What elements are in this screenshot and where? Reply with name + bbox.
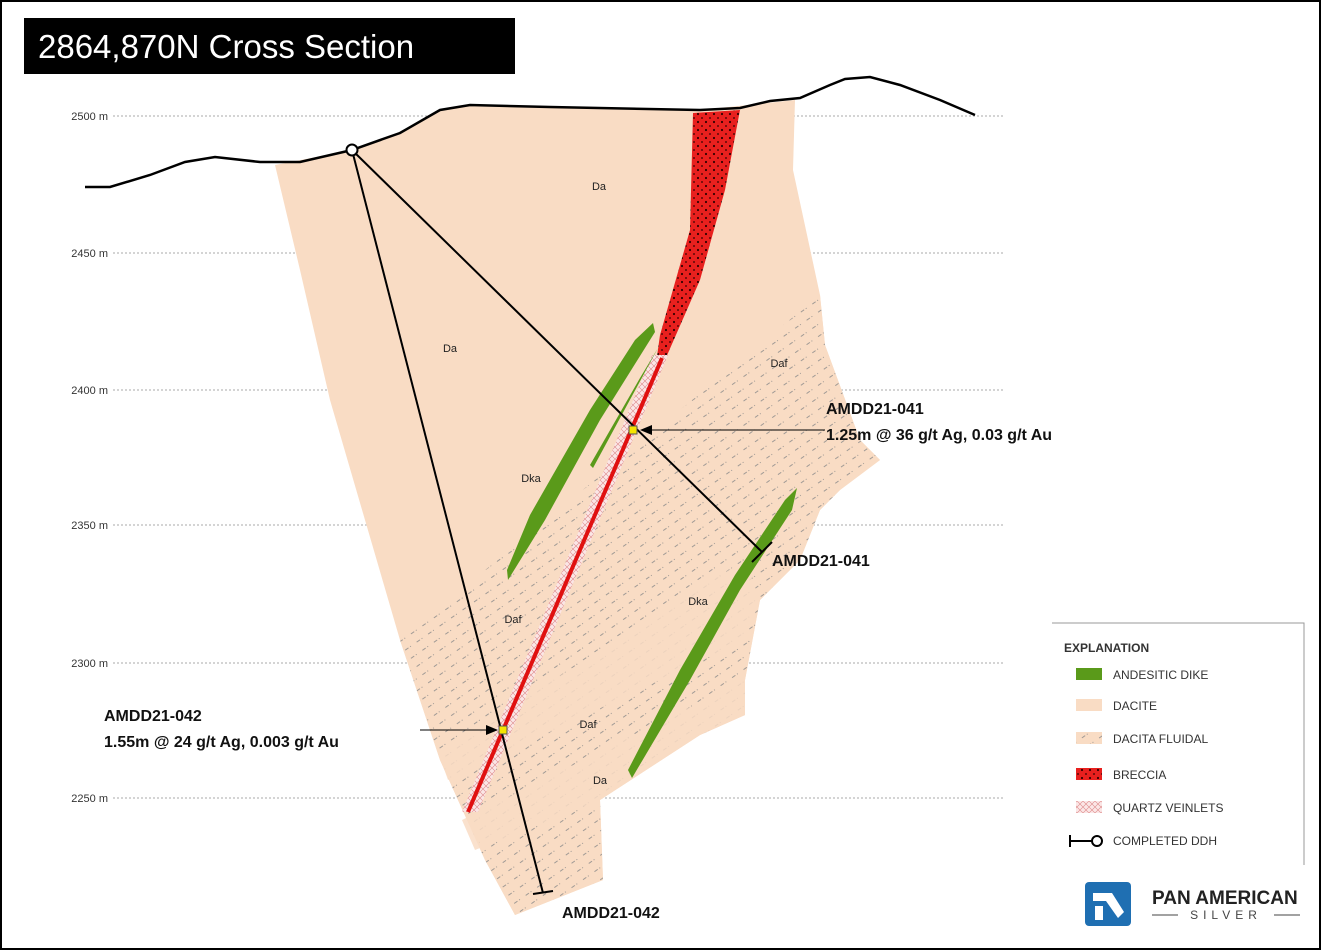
logo-mark bbox=[1093, 893, 1124, 918]
hole-end bbox=[532, 890, 554, 895]
unit-label: Da bbox=[443, 343, 458, 355]
legend-item: BRECCIA bbox=[1113, 768, 1166, 782]
logo-icon bbox=[1085, 882, 1131, 926]
drill-hole bbox=[351, 149, 544, 894]
arrowhead bbox=[486, 725, 498, 735]
unit-label: Da bbox=[593, 775, 608, 787]
elevation-label: 2500 m bbox=[71, 111, 108, 123]
hole-label: AMDD21-042 bbox=[562, 905, 660, 922]
dacite-band bbox=[462, 680, 745, 850]
legend-swatch bbox=[1076, 801, 1102, 813]
legend-title: EXPLANATION bbox=[1064, 641, 1149, 655]
legend-swatch bbox=[1076, 768, 1102, 780]
dacite-fluidal bbox=[400, 295, 880, 915]
elevation-label: 2350 m bbox=[71, 520, 108, 532]
unit-label: Dka bbox=[688, 596, 708, 608]
unit-label: Daf bbox=[579, 719, 597, 731]
intercept-title: AMDD21-042 bbox=[104, 708, 202, 725]
unit-label: Daf bbox=[504, 614, 522, 626]
breccia bbox=[652, 110, 740, 392]
andesitic-dike bbox=[507, 323, 655, 580]
intercept-text: 1.55m @ 24 g/t Ag, 0.003 g/t Au bbox=[104, 734, 339, 751]
legend: EXPLANATION ANDESITIC DIKE DACITE DACITA… bbox=[1052, 622, 1305, 865]
logo-tagline: SILVER bbox=[1190, 908, 1262, 922]
legend-item: QUARTZ VEINLETS bbox=[1113, 801, 1223, 815]
arrowhead bbox=[640, 425, 652, 435]
hole-label: AMDD21-041 bbox=[772, 553, 870, 570]
logo: PAN AMERICAN SILVER bbox=[1085, 882, 1300, 926]
unit-label: Da bbox=[592, 181, 607, 193]
legend-item: ANDESITIC DIKE bbox=[1113, 668, 1208, 682]
legend-swatch bbox=[1091, 835, 1103, 847]
unit-label: Daf bbox=[770, 358, 788, 370]
legend-item: DACITE bbox=[1113, 699, 1157, 713]
topography bbox=[85, 75, 976, 189]
dacite-band bbox=[438, 560, 760, 780]
legend-item: COMPLETED DDH bbox=[1113, 834, 1217, 848]
intercept-title: AMDD21-041 bbox=[826, 401, 924, 418]
intercept-text: 1.25m @ 36 g/t Ag, 0.03 g/t Au bbox=[826, 427, 1052, 444]
elevation-label: 2300 m bbox=[71, 658, 108, 670]
elevation-label: 2450 m bbox=[71, 248, 108, 260]
legend-swatch bbox=[1076, 732, 1102, 744]
collar bbox=[345, 143, 359, 157]
elevation-label: 2400 m bbox=[71, 385, 108, 397]
title-box bbox=[24, 18, 515, 74]
logo-mark bbox=[1095, 906, 1103, 920]
legend-item: DACITA FLUIDAL bbox=[1113, 732, 1208, 746]
hole-end bbox=[751, 541, 773, 563]
title: 2864,870N Cross Section bbox=[38, 28, 414, 65]
logo-name: PAN AMERICAN bbox=[1152, 888, 1298, 909]
andesitic-dike bbox=[590, 348, 658, 468]
intercept-point bbox=[498, 725, 508, 735]
intercept-point bbox=[628, 425, 638, 435]
legend-swatch bbox=[1076, 668, 1102, 680]
legend-swatch bbox=[1076, 699, 1102, 711]
elevation-label: 2250 m bbox=[71, 793, 108, 805]
drill-hole bbox=[351, 149, 763, 553]
unit-label: Dka bbox=[521, 473, 541, 485]
